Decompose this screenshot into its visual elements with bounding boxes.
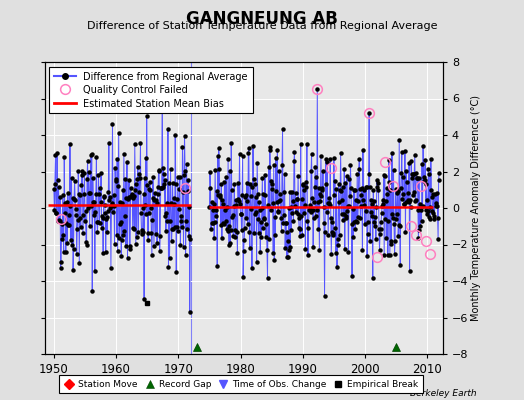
Y-axis label: Monthly Temperature Anomaly Difference (°C): Monthly Temperature Anomaly Difference (… [471, 95, 481, 321]
Legend: Difference from Regional Average, Quality Control Failed, Estimated Station Mean: Difference from Regional Average, Qualit… [49, 67, 253, 113]
Text: Berkeley Earth: Berkeley Earth [410, 389, 477, 398]
Text: GANGNEUNG AB: GANGNEUNG AB [186, 10, 338, 28]
Text: Difference of Station Temperature Data from Regional Average: Difference of Station Temperature Data f… [87, 21, 437, 31]
Legend: Station Move, Record Gap, Time of Obs. Change, Empirical Break: Station Move, Record Gap, Time of Obs. C… [59, 376, 423, 394]
